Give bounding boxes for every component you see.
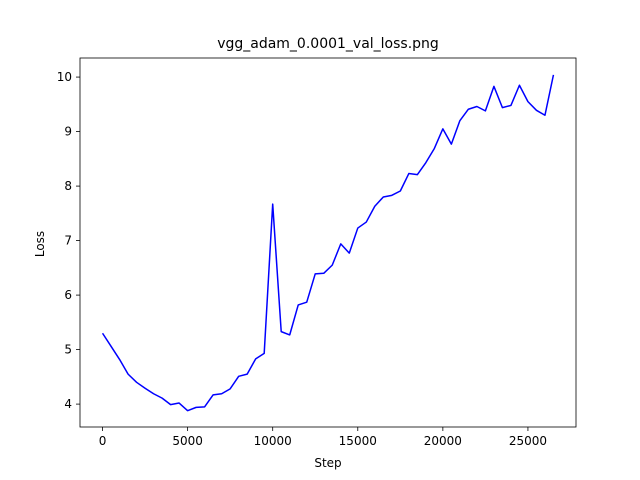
y-tick-label: 9 xyxy=(64,125,72,139)
x-tick-label: 15000 xyxy=(339,434,377,448)
y-tick-label: 6 xyxy=(64,288,72,302)
y-tick-label: 4 xyxy=(64,397,72,411)
x-tick-label: 5000 xyxy=(172,434,203,448)
axes-frame xyxy=(79,57,577,428)
series-line xyxy=(101,74,555,412)
x-tick-label: 20000 xyxy=(424,434,462,448)
y-tick-label: 10 xyxy=(57,70,72,84)
y-tick-label: 7 xyxy=(64,234,72,248)
axis-ticks: 0 5000 10000 15000 20000 25000 4 5 6 7 8 9 10 xyxy=(57,70,547,448)
y-axis-label: Loss xyxy=(33,231,47,257)
x-tick-label: 25000 xyxy=(509,434,547,448)
plot-area xyxy=(79,57,577,428)
x-tick-label: 10000 xyxy=(254,434,292,448)
x-tick-label: 0 xyxy=(99,434,107,448)
y-tick-label: 8 xyxy=(64,179,72,193)
chart-title: vgg_adam_0.0001_val_loss.png xyxy=(217,36,439,52)
x-axis-label: Step xyxy=(314,456,341,470)
y-tick-label: 5 xyxy=(64,343,72,357)
